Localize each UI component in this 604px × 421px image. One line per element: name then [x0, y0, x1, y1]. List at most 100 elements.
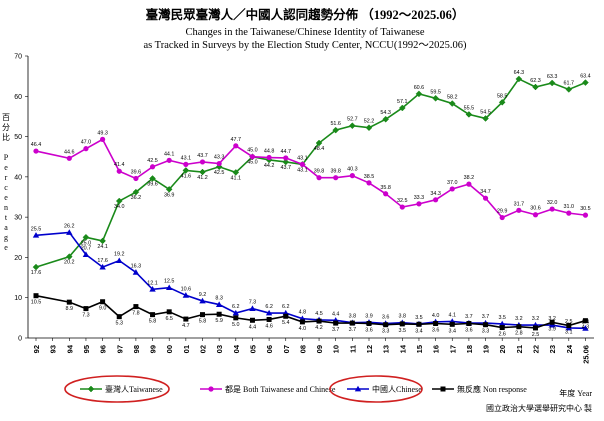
data-label-3-1: 8.9 — [66, 306, 74, 312]
x-tick-label-11: 11 — [348, 345, 357, 353]
data-label-0-25: 55.5 — [464, 105, 475, 111]
series-1-point-7 — [166, 157, 172, 163]
y-label-en-char: n — [4, 203, 8, 212]
data-label-0-0: 17.6 — [31, 270, 42, 276]
data-label-3-7: 6.5 — [165, 316, 173, 322]
data-label-1-20: 35.8 — [380, 185, 391, 191]
series-0-point-21 — [398, 104, 406, 112]
highlight-ellipse-chinese — [329, 375, 423, 403]
series-labels-0: 17.6 20.2 25.0 24.1 34.0 36.2 39.6 36.9 41.6 41.2… — [31, 70, 591, 276]
data-label-3-25: 3.6 — [465, 327, 473, 333]
series-0-point-4 — [115, 197, 123, 205]
data-label-3-8: 4.7 — [182, 323, 190, 329]
x-tick-label-95: 95 — [82, 345, 91, 353]
y-tick-label-50: 50 — [14, 134, 22, 141]
series-0-point-23 — [432, 94, 439, 102]
series-1-point-26 — [482, 195, 489, 201]
series-2-point-2 — [82, 251, 90, 258]
series-1-point-25 — [466, 181, 472, 187]
y-label-en-char: r — [5, 173, 8, 182]
legend-item-0: 臺灣人Taiwanese — [80, 384, 163, 394]
data-label-0-18: 52.7 — [347, 117, 358, 123]
data-label-0-15: 43.1 — [297, 167, 308, 173]
series-2-point-32 — [582, 325, 589, 331]
data-label-2-25: 3.7 — [465, 314, 473, 320]
data-label-2-19: 3.9 — [365, 313, 373, 319]
chart-title-en-2: as Tracked in Surveys by the Election St… — [143, 40, 467, 51]
series-1-point-20 — [383, 191, 389, 197]
legend-marker-2 — [354, 385, 362, 392]
y-tick-label-10: 10 — [14, 295, 22, 302]
x-tick-label-03: 03 — [215, 345, 224, 353]
series-1-point-2 — [83, 146, 89, 152]
legend-marker-3 — [440, 386, 446, 392]
x-tick-label-96: 96 — [99, 345, 108, 353]
series-2-point-12 — [249, 305, 256, 311]
series-labels-2: 25.5 26.2 20.7 17.6 19.2 16.3 12.1 12.5 10.6 9.2 8… — [31, 223, 589, 325]
series-0-point-28 — [515, 75, 523, 83]
data-label-2-15: 4.8 — [299, 310, 307, 316]
series-3-point-9 — [200, 312, 205, 318]
data-label-1-17: 39.8 — [330, 169, 341, 175]
data-label-3-18: 3.7 — [349, 327, 357, 333]
y-tick-labels: 0 10 20 30 40 50 60 70 — [14, 54, 28, 343]
x-tick-label-06: 06 — [265, 345, 274, 353]
data-label-0-1: 20.2 — [64, 260, 75, 266]
series-0-point-29 — [532, 83, 539, 91]
data-label-0-30: 63.3 — [547, 74, 558, 80]
data-label-1-26: 34.7 — [480, 189, 491, 195]
series-0-point-22 — [415, 90, 423, 98]
series-2-point-11 — [232, 309, 239, 316]
data-label-0-2: 25.0 — [81, 240, 92, 246]
y-tick-label-70: 70 — [14, 54, 22, 61]
series-0-point-24 — [448, 100, 456, 107]
data-label-3-28: 2.8 — [515, 331, 523, 337]
data-label-2-12: 7.3 — [249, 300, 257, 306]
data-label-2-10: 8.3 — [215, 296, 223, 302]
series-1-point-29 — [532, 212, 539, 218]
data-label-layer: 17.6 20.2 25.0 24.1 34.0 36.2 39.6 36.9 41.6 41.2… — [31, 70, 591, 338]
data-label-2-28: 3.2 — [515, 316, 523, 322]
data-label-1-32: 30.5 — [580, 206, 591, 212]
data-label-1-29: 30.6 — [530, 206, 541, 212]
x-tick-label-23: 23 — [548, 345, 557, 353]
data-label-0-19: 52.2 — [364, 119, 375, 125]
data-label-0-14: 43.7 — [281, 165, 292, 171]
series-3-point-27 — [499, 325, 505, 331]
series-1-point-24 — [449, 186, 455, 192]
y-tick-label-40: 40 — [14, 174, 22, 181]
series-2-point-13 — [265, 309, 273, 316]
x-tick-label-13: 13 — [382, 345, 391, 353]
y-tick-label-60: 60 — [14, 94, 22, 101]
series-2-point-5 — [132, 269, 140, 275]
data-label-2-14: 6.2 — [282, 304, 290, 310]
data-label-3-10: 5.9 — [215, 318, 223, 324]
data-label-2-7: 12.5 — [164, 279, 175, 285]
series-1-point-15 — [299, 161, 305, 167]
series-1-point-11 — [233, 143, 239, 149]
series-2-point-27 — [499, 320, 506, 327]
x-tick-label-99: 99 — [149, 345, 158, 353]
data-label-2-16: 4.5 — [315, 311, 323, 317]
legend: 臺灣人Taiwanese 都是 Both Taiwanese and Chines… — [64, 375, 527, 403]
data-label-0-31: 61.7 — [564, 80, 575, 86]
series-3-point-21 — [399, 321, 405, 327]
series-0-point-16 — [315, 139, 323, 147]
x-tick-label-21: 21 — [515, 345, 524, 353]
series-1-point-28 — [516, 207, 522, 213]
data-label-3-6: 5.8 — [149, 319, 157, 325]
data-label-2-3: 17.6 — [97, 258, 108, 264]
series-3-point-15 — [299, 319, 305, 325]
data-label-2-27: 3.5 — [498, 315, 506, 321]
series-3-point-2 — [83, 306, 89, 312]
x-tick-label-15: 15 — [415, 345, 424, 353]
data-label-3-32: 4.3 — [582, 325, 590, 331]
data-label-0-24: 58.2 — [447, 95, 458, 101]
data-label-3-0: 10.5 — [31, 300, 42, 306]
data-label-3-29: 2.5 — [532, 332, 540, 338]
x-tick-label-04: 04 — [232, 344, 241, 353]
data-label-2-32: 2.4 — [582, 319, 590, 325]
y-label-en-char: e — [4, 193, 8, 202]
y-label-en-char: g — [4, 233, 8, 242]
data-label-0-22: 60.6 — [414, 85, 425, 91]
